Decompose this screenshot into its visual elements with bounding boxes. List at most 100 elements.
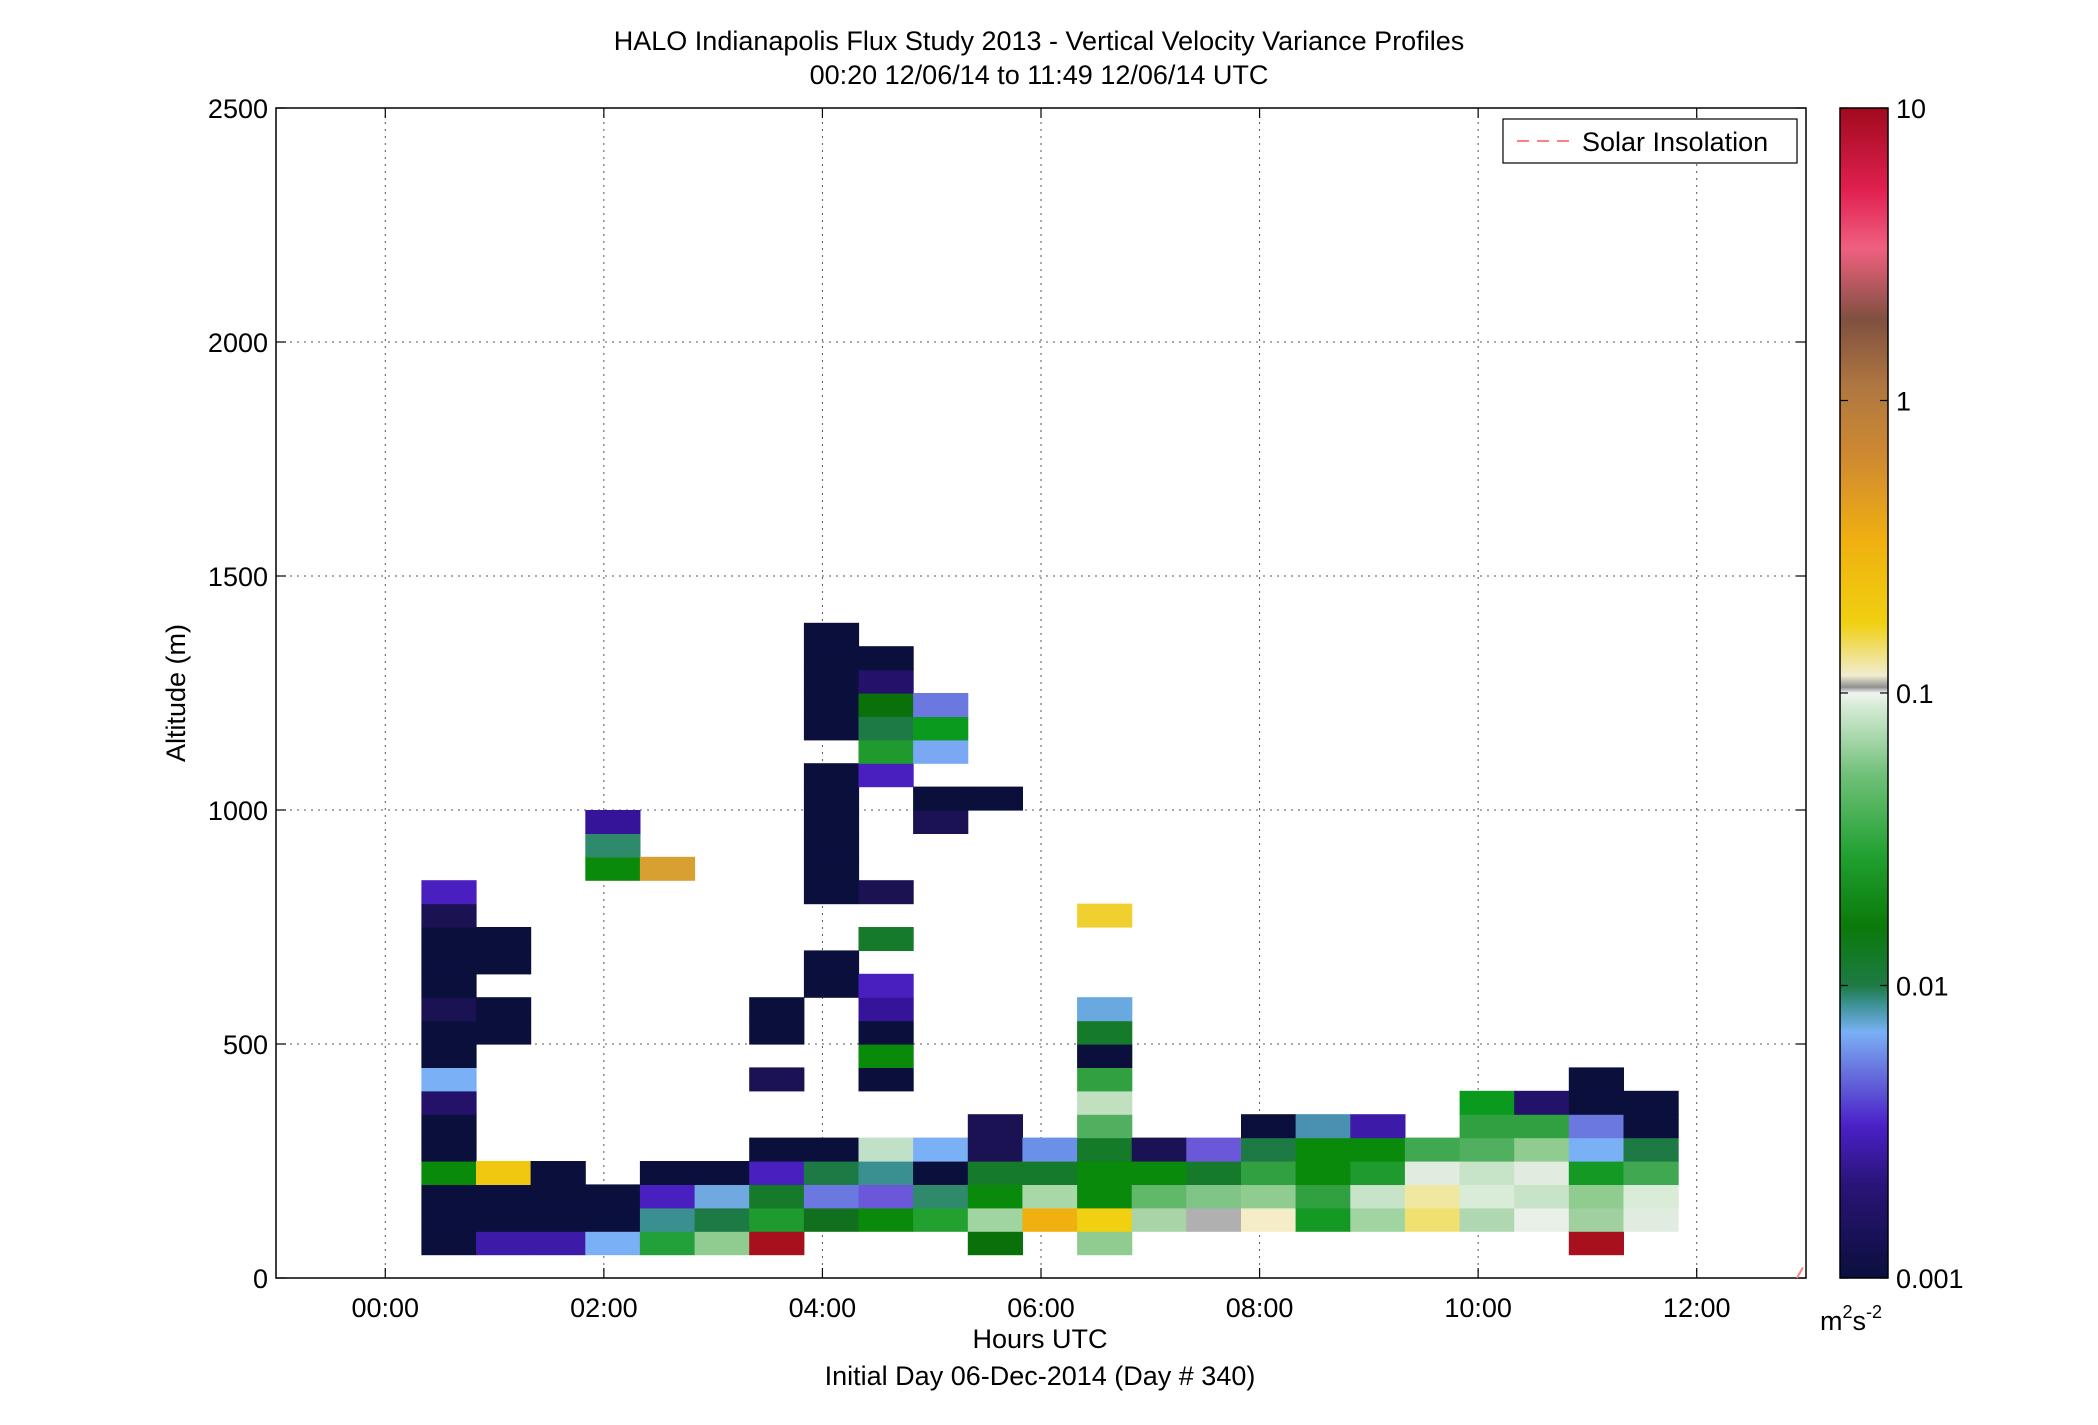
heatmap-cell	[1568, 1090, 1624, 1115]
heatmap-cell	[1077, 1137, 1133, 1162]
colorbar-unit-base: m	[1820, 1306, 1843, 1336]
heatmap-cell	[1077, 1184, 1133, 1209]
heatmap-cell	[421, 950, 477, 975]
heatmap-cell	[913, 1161, 969, 1185]
heatmap-cell	[1404, 1161, 1461, 1185]
y-tick-label: 1500	[208, 562, 268, 592]
heatmap-cell	[476, 927, 532, 951]
heatmap-cell	[1022, 1137, 1078, 1162]
heatmap-cell	[858, 669, 914, 694]
heatmap-cell	[913, 693, 969, 717]
heatmap-cell	[858, 1067, 914, 1092]
heatmap-cell	[585, 1207, 641, 1232]
x-axis-sublabel: Initial Day 06-Dec-2014 (Day # 340)	[825, 1361, 1256, 1391]
x-tick-label: 12:00	[1663, 1293, 1731, 1323]
heatmap-cell	[1022, 1161, 1078, 1185]
y-tick-label: 2500	[208, 94, 268, 124]
heatmap-cell	[913, 1207, 969, 1232]
heatmap-cell	[1623, 1090, 1679, 1115]
heatmap-cell	[530, 1161, 586, 1185]
heatmap-cell	[1186, 1184, 1242, 1209]
heatmap-cell	[1623, 1114, 1679, 1139]
heatmap-cell	[858, 927, 914, 951]
heatmap-cell	[639, 1184, 696, 1209]
heatmap-cell	[421, 1067, 477, 1092]
heatmap-cell	[421, 903, 477, 928]
solar-insolation-line	[1796, 1261, 1807, 1279]
heatmap-cell	[913, 810, 969, 834]
heatmap-cell	[1568, 1114, 1624, 1139]
heatmap-cell	[1077, 1020, 1133, 1045]
heatmap-cell	[476, 1161, 532, 1185]
heatmap-cell	[1077, 1207, 1133, 1232]
heatmap-cell	[749, 1067, 805, 1092]
heatmap-cell	[749, 1207, 805, 1232]
heatmap-cell	[1186, 1137, 1242, 1162]
heatmap-cell	[803, 1161, 860, 1185]
heatmap-cell	[585, 1231, 641, 1256]
heatmap-cell	[476, 997, 532, 1022]
heatmap-cell	[585, 810, 641, 834]
heatmap-cell	[1350, 1137, 1406, 1162]
heatmap-cell	[585, 856, 641, 881]
heatmap-cell	[749, 1020, 805, 1045]
y-tick-label: 1000	[208, 796, 268, 826]
heatmap-cell	[858, 646, 914, 671]
heatmap-cell	[967, 1137, 1023, 1162]
heatmap-cell	[1295, 1161, 1351, 1185]
heatmap-cell	[858, 1137, 914, 1162]
colorbar-tick-label: 0.01	[1896, 972, 1949, 1002]
heatmap-cell	[476, 1207, 532, 1232]
chart-title: HALO Indianapolis Flux Study 2013 - Vert…	[614, 26, 1464, 56]
heatmap-cell	[1131, 1184, 1187, 1209]
heatmap-cell	[1568, 1231, 1624, 1256]
heatmap-cell	[913, 786, 969, 811]
heatmap-cell	[1568, 1067, 1624, 1092]
heatmap-cell	[858, 739, 914, 764]
chart-subtitle: 00:20 12/06/14 to 11:49 12/06/14 UTC	[810, 60, 1269, 90]
heatmap-cell	[421, 1231, 477, 1256]
heatmap-cell	[1241, 1184, 1297, 1209]
heatmap-cell	[421, 1044, 477, 1068]
heatmap-cell	[803, 1137, 860, 1162]
legend: Solar Insolation	[1502, 118, 1798, 164]
heatmap-cell	[1623, 1207, 1679, 1232]
y-tick-label: 500	[223, 1030, 268, 1060]
heatmap-cell	[1459, 1090, 1515, 1115]
heatmap-cell	[1568, 1161, 1624, 1185]
heatmap-cell	[858, 763, 914, 788]
heatmap-cell	[1077, 903, 1133, 928]
heatmap-cell	[421, 1114, 477, 1139]
heatmap-cell	[1459, 1161, 1515, 1185]
heatmap-cell	[476, 1184, 532, 1209]
heatmap-cell	[803, 716, 860, 741]
heatmap-cell	[421, 880, 477, 905]
heatmap-cell	[639, 1207, 696, 1232]
colorbar-ticks: 10 1 0.1 0.01 0.001	[1840, 94, 1964, 1294]
heatmap-cell	[1241, 1207, 1297, 1232]
heatmap-cell	[1131, 1161, 1187, 1185]
x-tick-label: 10:00	[1444, 1293, 1512, 1323]
heatmap-cell	[858, 716, 914, 741]
heatmap-cell	[858, 693, 914, 717]
heatmap-cell	[803, 973, 860, 998]
heatmap-cell	[421, 1184, 477, 1209]
heatmap-cell	[639, 1161, 696, 1185]
heatmap-cell	[1459, 1207, 1515, 1232]
x-tick-label: 02:00	[570, 1293, 638, 1323]
heatmap-cell	[585, 833, 641, 858]
heatmap-cell	[749, 1161, 805, 1185]
y-axis-label: Altitude (m)	[161, 624, 191, 762]
colorbar-tick-label: 10	[1896, 94, 1926, 124]
y-axis-ticks: 0 500 1000 1500 2000 2500	[208, 94, 1806, 1294]
heatmap-cell	[1295, 1184, 1351, 1209]
heatmap-cell	[803, 810, 860, 834]
heatmap-cell	[1186, 1161, 1242, 1185]
heatmap-cell	[1350, 1161, 1406, 1185]
heatmap-cell	[1350, 1114, 1406, 1139]
heatmap-cell	[967, 1114, 1023, 1139]
x-tick-label: 00:00	[351, 1293, 419, 1323]
heatmap-cell	[803, 669, 860, 694]
heatmap-cell	[1623, 1184, 1679, 1209]
